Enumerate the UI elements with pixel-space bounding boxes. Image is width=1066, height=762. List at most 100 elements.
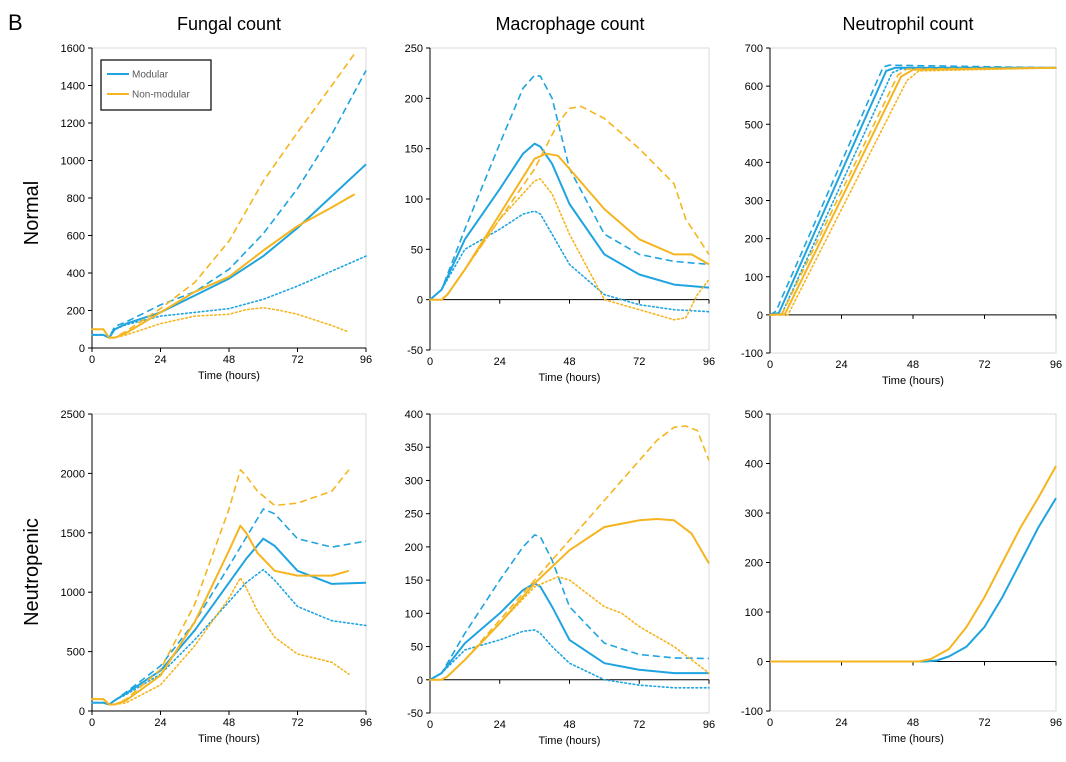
series-non-modular-dotted-line xyxy=(92,578,349,705)
y-tick-label: 1200 xyxy=(61,118,85,130)
series-modular-dotted-line xyxy=(92,570,366,705)
x-tick-label: 24 xyxy=(494,719,506,731)
x-tick-label: 0 xyxy=(427,356,433,368)
y-tick-label: 150 xyxy=(405,144,423,156)
series-modular-dashed-line xyxy=(770,65,1056,315)
x-tick-label: 24 xyxy=(835,359,847,371)
y-tick-label: 400 xyxy=(67,268,85,280)
x-axis-label: Time (hours) xyxy=(198,370,260,382)
series-non-modular-dashed-line xyxy=(430,426,709,680)
panel-letter: B xyxy=(8,10,23,35)
y-tick-label: 0 xyxy=(79,343,85,355)
chart-neutropenic-neutrophil-count: -100 0 100 200 300 400 500 0 24 48 72 96 Time (hours… xyxy=(741,409,1062,745)
y-tick-label: 400 xyxy=(405,409,423,421)
chart-normal-macrophage-count: -50 0 50 100 150 200 250 0 24 48 72 96 Time (hours) xyxy=(405,43,715,384)
column-title-neutrophil: Neutrophil count xyxy=(842,14,973,34)
x-tick-label: 48 xyxy=(563,719,575,731)
x-tick-label: 72 xyxy=(633,719,645,731)
x-axis-label: Time (hours) xyxy=(539,372,601,384)
y-tick-label: 400 xyxy=(745,157,763,169)
y-tick-label: 200 xyxy=(67,306,85,318)
legend-box xyxy=(101,60,211,110)
y-tick-label: -100 xyxy=(741,706,763,718)
y-tick-label: 2000 xyxy=(61,468,85,480)
y-tick-label: 100 xyxy=(405,608,423,620)
y-tick-label: 500 xyxy=(67,647,85,659)
y-tick-label: 200 xyxy=(405,93,423,105)
legend-label-modular: Modular xyxy=(132,70,169,81)
y-tick-label: 300 xyxy=(405,475,423,487)
y-tick-label: -50 xyxy=(407,708,423,720)
x-tick-label: 48 xyxy=(907,359,919,371)
x-tick-label: 72 xyxy=(291,717,303,729)
series-modular-solid-line xyxy=(430,144,709,300)
y-tick-label: 250 xyxy=(405,43,423,55)
y-tick-label: 350 xyxy=(405,442,423,454)
y-tick-label: 2500 xyxy=(61,409,85,421)
plot-area xyxy=(430,48,709,350)
series-modular-dashed-line xyxy=(430,75,709,300)
x-tick-label: 96 xyxy=(360,354,372,366)
y-tick-label: 100 xyxy=(405,194,423,206)
series-modular-dotted-line xyxy=(430,211,709,312)
y-tick-label: 300 xyxy=(745,196,763,208)
column-title-macrophage: Macrophage count xyxy=(495,14,644,34)
y-tick-label: 250 xyxy=(405,509,423,521)
row-title-neutropenic: Neutropenic xyxy=(21,518,43,626)
y-tick-label: 200 xyxy=(745,234,763,246)
y-tick-label: 50 xyxy=(411,642,423,654)
x-tick-label: 48 xyxy=(223,354,235,366)
y-tick-label: 800 xyxy=(67,193,85,205)
x-tick-label: 0 xyxy=(89,717,95,729)
column-title-fungal: Fungal count xyxy=(177,14,281,34)
y-tick-label: 0 xyxy=(417,675,423,687)
x-axis-label: Time (hours) xyxy=(539,735,601,747)
x-tick-label: 48 xyxy=(223,717,235,729)
row-title-normal: Normal xyxy=(21,181,43,245)
x-tick-label: 24 xyxy=(154,354,166,366)
y-tick-label: 0 xyxy=(757,657,763,669)
x-tick-label: 96 xyxy=(703,356,715,368)
series-modular-dashed-line xyxy=(430,535,709,680)
series-modular-dotted-line xyxy=(770,68,1056,315)
plot-area xyxy=(430,414,709,713)
chart-neutropenic-macrophage-count: -50 0 50 100 150 200 250 300 350 400 0 24 48 72 96 Time… xyxy=(405,409,715,747)
y-tick-label: 1600 xyxy=(61,43,85,55)
x-tick-label: 24 xyxy=(494,356,506,368)
plot-area xyxy=(770,414,1056,711)
x-tick-label: 0 xyxy=(767,359,773,371)
y-tick-label: 1000 xyxy=(61,587,85,599)
series-non-modular-solid-line xyxy=(430,519,709,680)
series-non-modular-dotted-line xyxy=(770,68,1056,315)
y-tick-label: -100 xyxy=(741,348,763,360)
series-modular-solid-line xyxy=(430,583,709,679)
series-non-modular-solid-line xyxy=(92,194,355,337)
x-axis-label: Time (hours) xyxy=(198,733,260,745)
y-tick-label: 200 xyxy=(745,558,763,570)
y-tick-label: 1000 xyxy=(61,156,85,168)
y-tick-label: 600 xyxy=(67,231,85,243)
y-tick-label: 100 xyxy=(745,272,763,284)
y-tick-label: 0 xyxy=(79,706,85,718)
plot-area xyxy=(92,414,366,711)
y-tick-label: 600 xyxy=(745,81,763,93)
y-tick-label: -50 xyxy=(407,345,423,357)
x-axis-label: Time (hours) xyxy=(882,733,944,745)
series-non-modular-solid-line xyxy=(430,154,709,300)
x-tick-label: 72 xyxy=(633,356,645,368)
series-non-modular-dashed-line xyxy=(770,68,1056,315)
plot-area xyxy=(770,48,1056,353)
series-modular-solid-line xyxy=(770,498,1056,661)
x-tick-label: 0 xyxy=(427,719,433,731)
y-tick-label: 400 xyxy=(745,459,763,471)
series-non-modular-dashed-line xyxy=(92,470,349,705)
y-tick-label: 1400 xyxy=(61,81,85,93)
x-tick-label: 24 xyxy=(835,717,847,729)
x-tick-label: 48 xyxy=(907,717,919,729)
x-tick-label: 72 xyxy=(978,359,990,371)
x-tick-label: 72 xyxy=(978,717,990,729)
x-tick-label: 0 xyxy=(89,354,95,366)
series-modular-dashed-line xyxy=(92,509,366,705)
x-tick-label: 0 xyxy=(767,717,773,729)
